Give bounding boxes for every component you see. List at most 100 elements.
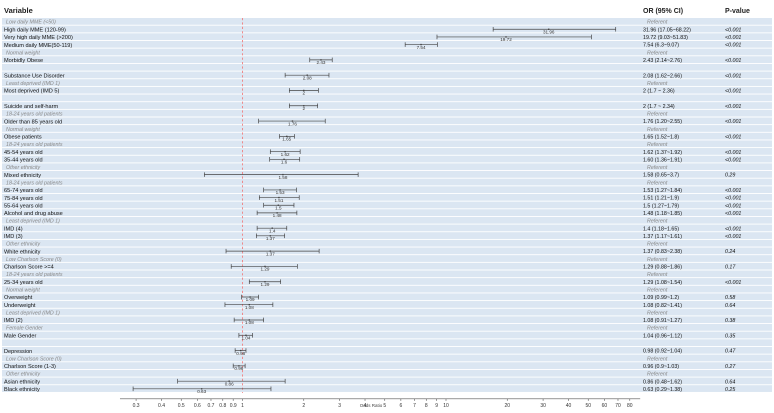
variable-label: IMD (3): [4, 234, 23, 240]
referent-text: Referent: [647, 20, 668, 26]
variable-label: 35-44 years old: [4, 158, 43, 164]
p-value: 0.27: [725, 364, 736, 370]
point-estimate-label: 1.37: [266, 236, 275, 241]
row-band: [2, 163, 772, 171]
point-estimate-label: 2: [302, 91, 305, 96]
forest-row: Depression 0.98 0.98 (0.92~1.04) 0.47: [4, 348, 736, 356]
forest-row: Medium daily MME(50-119) 7.54 7.54 (6.3~9.…: [4, 42, 741, 50]
variable-label: Older than 85 years old: [4, 119, 62, 125]
or-ci-value: 1.65 (1.52~1.8): [643, 134, 679, 140]
row-band: [2, 247, 772, 255]
row-band: [2, 40, 772, 48]
row-band: [2, 117, 772, 125]
variable-label: Obese patients: [4, 135, 42, 141]
forest-row: 25-34 years old 1.29 1.29 (1.08~1.54) <0.00…: [4, 279, 741, 287]
point-estimate-label: 31.96: [543, 29, 555, 34]
reference-group-label: Normal weight: [6, 50, 40, 56]
p-value: <0.001: [725, 234, 741, 240]
row-band: [2, 339, 772, 347]
reference-row: 18-24 years old patients Referent: [6, 180, 668, 186]
p-value: 0.25: [725, 387, 735, 393]
point-estimate: [228, 380, 230, 382]
reference-row: Least deprived (IMD 1) Referent: [6, 219, 668, 225]
point-estimate-label: 1.08: [245, 320, 254, 325]
p-value: 0.29: [725, 173, 735, 179]
forest-row: Older than 85 years old 1.76 1.76 (1.20~2.…: [4, 118, 741, 126]
point-estimate: [264, 265, 266, 268]
x-tick-label: 0.5: [178, 403, 185, 408]
or-ci-value: 2 (1.7 ~ 2.36): [643, 89, 675, 95]
variable-label: Mixed ethnicity: [4, 173, 41, 179]
reference-row: Low Charlson Score (0) Referent: [6, 356, 668, 362]
point-estimate-label: 1.6: [281, 160, 288, 165]
referent-text: Referent: [647, 219, 668, 225]
p-value: 0.17: [725, 265, 736, 271]
row-band: [2, 86, 772, 94]
x-tick-label: 8: [425, 403, 428, 408]
forest-row: Underweight 1.08 1.08 (0.82~1.41) 0.64: [4, 302, 735, 310]
forest-row: IMD (3) 1.37 1.37 (1.17~1.61) <0.001: [4, 233, 741, 241]
x-tick-label: 0.8: [219, 403, 226, 408]
x-tick-label: 0.3: [133, 403, 140, 408]
forest-row: High daily MME (120-99) 31.96 31.96 (17.05…: [4, 26, 741, 34]
forest-row: Male Gender 1.04 1.04 (0.96~1.12) 0.35: [4, 332, 735, 340]
variable-label: 65-74 years old: [4, 188, 43, 194]
x-tick-label: 80: [627, 403, 633, 408]
p-value: <0.001: [725, 203, 741, 209]
point-estimate-label: 1.53: [276, 190, 285, 195]
point-estimate-label: 1.76: [288, 121, 297, 126]
point-estimate: [420, 43, 422, 46]
variable-label: White ethnicity: [4, 249, 41, 255]
forest-row: Charlson Score (1-3) 0.96 0.96 (0.9~1.03) 0…: [4, 363, 736, 371]
or-ci-value: 1.09 (0.99~1.2): [643, 295, 679, 301]
row-bands: [2, 18, 772, 392]
variable-label: 75-84 years old: [4, 196, 43, 202]
row-band: [2, 270, 772, 278]
row-band: [2, 216, 772, 224]
reference-row: 18-24 years old patients Referent: [6, 142, 668, 148]
row-band: [2, 71, 772, 79]
variable-label: Male Gender: [4, 333, 36, 339]
point-estimate: [282, 173, 284, 176]
point-estimate-label: 1.29: [261, 267, 270, 272]
point-estimate-label: 1.04: [241, 335, 250, 340]
reference-row: Normal weight Referent: [6, 50, 668, 56]
point-estimate: [276, 212, 278, 214]
reference-row: Low Charlson Score (0) Referent: [6, 257, 668, 263]
point-estimate-label: 1.62: [281, 152, 290, 157]
p-value: <0.001: [725, 157, 741, 163]
row-band: [2, 262, 772, 270]
point-estimate: [269, 250, 272, 252]
row-band: [2, 255, 772, 262]
or-ci-value: 1.62 (1.37~1.92): [643, 150, 682, 156]
point-estimate-label: 19.72: [500, 37, 512, 42]
point-estimate: [303, 105, 305, 107]
row-band: [2, 178, 772, 186]
forest-row: Morbidly Obese 2.43 2.43 (2.14~2.76) <0.001: [4, 57, 741, 65]
reference-row: Least deprived (IMD 1) Referent: [6, 81, 668, 87]
or-ci-value: 1.60 (1.36~1.91): [643, 157, 682, 163]
row-band: [2, 331, 772, 339]
forest-row: 55-64 years old 1.5 1.5 (1.27~1.79) <0.001: [4, 202, 741, 210]
forest-row: White ethnicity 1.37 1.37 (0.83~2.38) 0.24: [4, 248, 735, 256]
forest-row: Asian ethnicity 0.86 0.86 (0.48~1.62) 0.64: [4, 378, 735, 386]
forest-row: Mixed ethnicity 1.58 1.58 (0.65~3.7) 0.29: [4, 172, 735, 180]
forest-row: IMD (2) 1.08 1.08 (0.91~1.27) 0.38: [4, 317, 735, 325]
reference-group-label: Other ethnicity: [6, 372, 41, 378]
p-value: 0.58: [725, 295, 735, 301]
row-band: [2, 369, 772, 377]
x-tick-label: 20: [504, 403, 510, 408]
row-band: [2, 316, 772, 324]
or-ci-value: 1.04 (0.96~1.12): [643, 333, 682, 339]
x-tick-label: 6: [399, 403, 402, 408]
reference-group-label: Least deprived (IMD 1): [6, 310, 60, 316]
point-estimate-label: 2.43: [316, 60, 325, 65]
point-estimate-label: 1.4: [269, 228, 276, 233]
or-ci-value: 1.5 (1.27~1.79): [643, 203, 679, 209]
variable-label: Charlson Score (1-3): [4, 364, 56, 370]
reference-group-label: Least deprived (IMD 1): [6, 81, 60, 87]
or-ci-value: 1.76 (1.20~2.55): [643, 119, 682, 125]
variable-label: Morbidly Obese: [4, 58, 43, 64]
row-band: [2, 354, 772, 362]
